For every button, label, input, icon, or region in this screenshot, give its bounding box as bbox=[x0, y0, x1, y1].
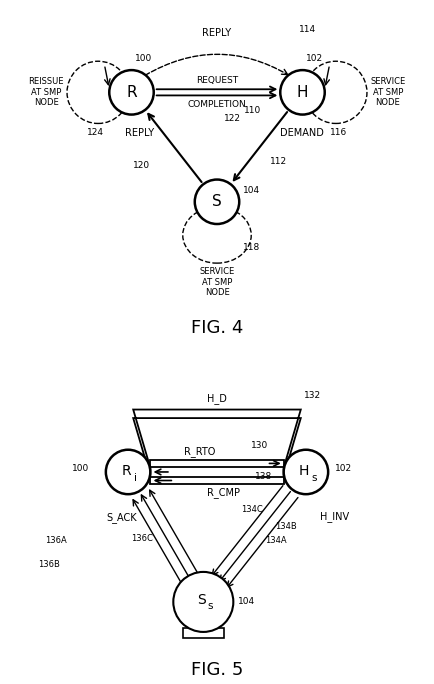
Text: 100: 100 bbox=[72, 464, 89, 473]
Text: s: s bbox=[207, 601, 213, 611]
Circle shape bbox=[284, 450, 328, 494]
Circle shape bbox=[181, 580, 226, 624]
Text: 130: 130 bbox=[251, 440, 268, 450]
Text: 100: 100 bbox=[135, 54, 152, 64]
Text: 112: 112 bbox=[270, 157, 287, 166]
Text: 102: 102 bbox=[335, 464, 352, 473]
Text: 114: 114 bbox=[299, 25, 316, 34]
Text: H_D: H_D bbox=[207, 393, 227, 404]
Text: H: H bbox=[299, 464, 309, 478]
Text: 136B: 136B bbox=[38, 560, 60, 569]
Text: R: R bbox=[126, 85, 137, 100]
Text: 102: 102 bbox=[306, 54, 323, 64]
Text: H_INV: H_INV bbox=[319, 511, 349, 522]
Text: REQUEST: REQUEST bbox=[196, 76, 238, 86]
Text: 132: 132 bbox=[304, 391, 321, 400]
Text: 136C: 136C bbox=[132, 534, 153, 542]
Text: SERVICE
AT SMP
NODE: SERVICE AT SMP NODE bbox=[370, 77, 405, 107]
Text: 118: 118 bbox=[243, 243, 260, 252]
Text: FIG. 5: FIG. 5 bbox=[191, 661, 243, 679]
Text: s: s bbox=[311, 473, 316, 482]
Text: DEMAND: DEMAND bbox=[280, 129, 324, 138]
Text: R_RTO: R_RTO bbox=[184, 446, 216, 457]
Text: FIG. 4: FIG. 4 bbox=[191, 319, 243, 337]
Text: 110: 110 bbox=[244, 106, 262, 115]
Text: 104: 104 bbox=[243, 186, 260, 195]
Text: R_CMP: R_CMP bbox=[207, 487, 240, 498]
Text: REISSUE
AT SMP
NODE: REISSUE AT SMP NODE bbox=[28, 77, 64, 107]
Text: REPLY: REPLY bbox=[202, 27, 232, 38]
Text: S_ACK: S_ACK bbox=[106, 512, 137, 523]
Text: 134C: 134C bbox=[241, 505, 263, 514]
Text: SERVICE
AT SMP
NODE: SERVICE AT SMP NODE bbox=[199, 267, 235, 298]
Text: S: S bbox=[197, 593, 205, 607]
Text: H: H bbox=[297, 85, 308, 100]
Text: i: i bbox=[135, 473, 137, 482]
Text: 134A: 134A bbox=[265, 536, 286, 545]
Text: 122: 122 bbox=[224, 114, 241, 123]
Circle shape bbox=[173, 572, 233, 632]
Text: REPLY: REPLY bbox=[125, 129, 154, 138]
Circle shape bbox=[280, 70, 325, 115]
Text: COMPLETION: COMPLETION bbox=[187, 100, 247, 109]
Text: 136A: 136A bbox=[45, 536, 66, 545]
Circle shape bbox=[109, 70, 154, 115]
Text: 116: 116 bbox=[330, 128, 348, 137]
Circle shape bbox=[106, 450, 150, 494]
Circle shape bbox=[195, 179, 239, 224]
Text: 124: 124 bbox=[86, 128, 104, 137]
Text: 138: 138 bbox=[255, 472, 272, 481]
Text: 120: 120 bbox=[133, 161, 150, 170]
Text: R: R bbox=[122, 464, 131, 478]
Text: 134B: 134B bbox=[275, 522, 297, 531]
Text: 104: 104 bbox=[238, 597, 255, 607]
Text: S: S bbox=[212, 194, 222, 209]
Circle shape bbox=[177, 576, 230, 628]
